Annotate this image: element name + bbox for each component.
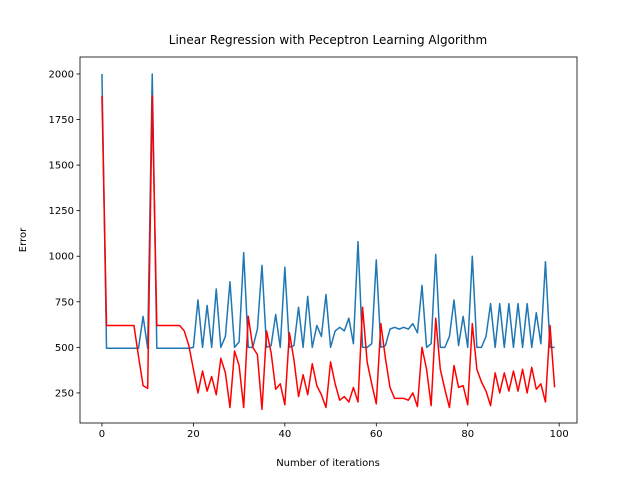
y-tick-label: 750 xyxy=(55,297,74,308)
series-line xyxy=(101,73,555,350)
x-tick-label: 0 xyxy=(99,429,105,440)
y-tick-label: 250 xyxy=(55,388,74,399)
y-tick-label: 1250 xyxy=(49,206,74,217)
y-tick-label: 1500 xyxy=(49,161,74,172)
y-tick-label: 2000 xyxy=(49,69,74,80)
y-tick-label: 1750 xyxy=(49,115,74,126)
y-axis-label: Error xyxy=(18,227,29,252)
x-tick-label: 80 xyxy=(461,429,474,440)
series-line xyxy=(101,95,556,411)
x-axis-label: Number of iterations xyxy=(276,458,380,469)
plot-frame xyxy=(79,56,578,424)
x-tick-label: 20 xyxy=(187,429,200,440)
y-tick-label: 500 xyxy=(55,343,74,354)
x-tick-label: 100 xyxy=(550,429,569,440)
y-tick-label: 1000 xyxy=(49,252,74,263)
chart-title: Linear Regression with Peceptron Learnin… xyxy=(169,33,487,47)
x-tick-label: 60 xyxy=(370,429,383,440)
x-tick-label: 40 xyxy=(278,429,291,440)
